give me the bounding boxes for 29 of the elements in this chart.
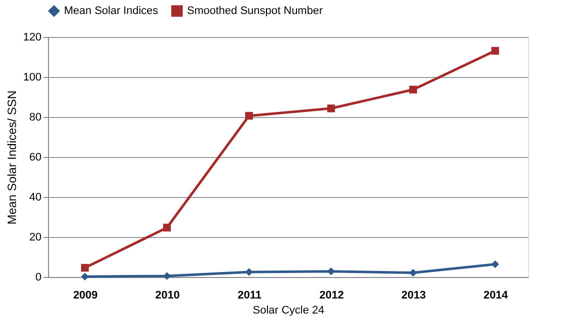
x-tick-label: 2013 [401,290,426,302]
point [409,268,417,277]
y-tick-label: 80 [29,112,42,124]
point [163,224,171,232]
x-tick-label: 2010 [155,290,180,302]
y-tick-label: 120 [23,32,42,44]
y-tick-label: 40 [29,192,42,204]
y-tick-label: 0 [35,272,42,284]
point [245,112,253,120]
y-axis-title: Mean Solar Indices/ SSN [5,90,20,225]
point [491,46,500,55]
x-axis-title: Solar Cycle 24 [252,304,324,316]
x-tick-label: 2009 [73,290,98,302]
x-tick-label: 2011 [238,290,262,302]
point [163,272,171,280]
y-tick-label: 100 [23,72,42,84]
point [81,264,89,272]
legend-label: Mean Solar Indices [64,5,159,17]
point [327,104,335,112]
point [491,260,500,268]
y-tick-label: 60 [29,152,42,164]
y-tick-label: 20 [29,232,42,244]
point [81,272,89,280]
legend-label: Smoothed Sunspot Number [187,5,324,17]
x-tick-label: 2014 [483,290,509,302]
point [327,268,335,276]
point [245,268,253,276]
x-tick-label: 2012 [319,290,344,302]
point [409,86,417,94]
